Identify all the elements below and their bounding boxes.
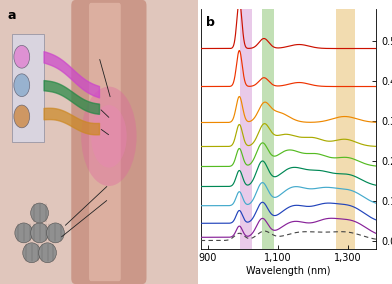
X-axis label: Wavelength (nm): Wavelength (nm) <box>246 266 331 276</box>
Circle shape <box>14 45 30 68</box>
Ellipse shape <box>91 105 127 168</box>
Ellipse shape <box>15 223 33 243</box>
Ellipse shape <box>31 223 49 243</box>
Ellipse shape <box>31 203 49 223</box>
FancyBboxPatch shape <box>71 0 147 284</box>
Bar <box>262 9 274 248</box>
Ellipse shape <box>81 87 136 186</box>
Circle shape <box>14 74 30 97</box>
Bar <box>336 9 354 248</box>
Text: b: b <box>206 16 215 29</box>
Circle shape <box>14 105 30 128</box>
Ellipse shape <box>38 243 56 263</box>
Ellipse shape <box>23 243 41 263</box>
Polygon shape <box>12 34 44 142</box>
Ellipse shape <box>47 223 64 243</box>
Text: a: a <box>8 9 16 22</box>
Bar <box>240 9 252 248</box>
FancyBboxPatch shape <box>89 3 121 281</box>
